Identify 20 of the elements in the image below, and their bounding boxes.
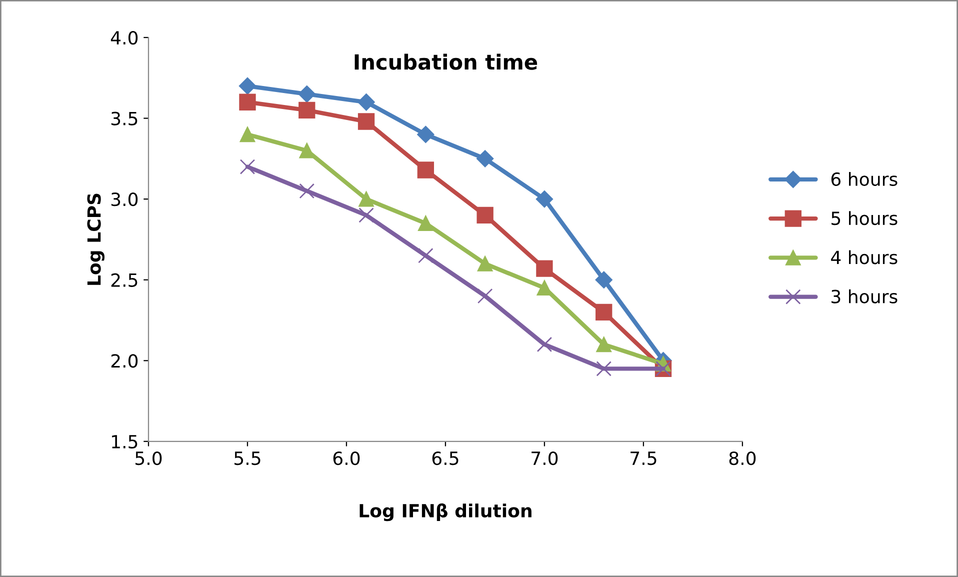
y-tick-label: 1.5 <box>112 435 138 449</box>
y-axis-title: Log LCPS <box>87 194 104 285</box>
legend-label: 4 hours <box>831 250 898 264</box>
legend-label: 5 hours <box>832 211 898 226</box>
legend-label: 6 hours <box>831 172 898 186</box>
legend-label: 3 hours <box>832 289 898 304</box>
x-tick-label: 6.5 <box>432 451 458 466</box>
y-tick-label: 2.5 <box>111 273 138 287</box>
text: Incubation time <box>354 54 538 70</box>
x-tick-label: 6.0 <box>333 451 360 466</box>
y-tick-label: 4.0 <box>110 30 138 45</box>
x-axis-title: Log IFNβ dilution <box>360 503 532 522</box>
x-tick-label: 5.5 <box>234 452 260 466</box>
x-tick-label: 7.5 <box>630 452 656 466</box>
x-tick-label: 5.0 <box>136 451 162 466</box>
y-tick-label: 3.5 <box>111 112 138 126</box>
x-tick-label: 8.0 <box>729 451 756 466</box>
y-tick-label: 2.0 <box>111 354 138 368</box>
y-tick-label: 3.0 <box>111 192 138 206</box>
x-tick-label: 7.0 <box>532 451 558 466</box>
